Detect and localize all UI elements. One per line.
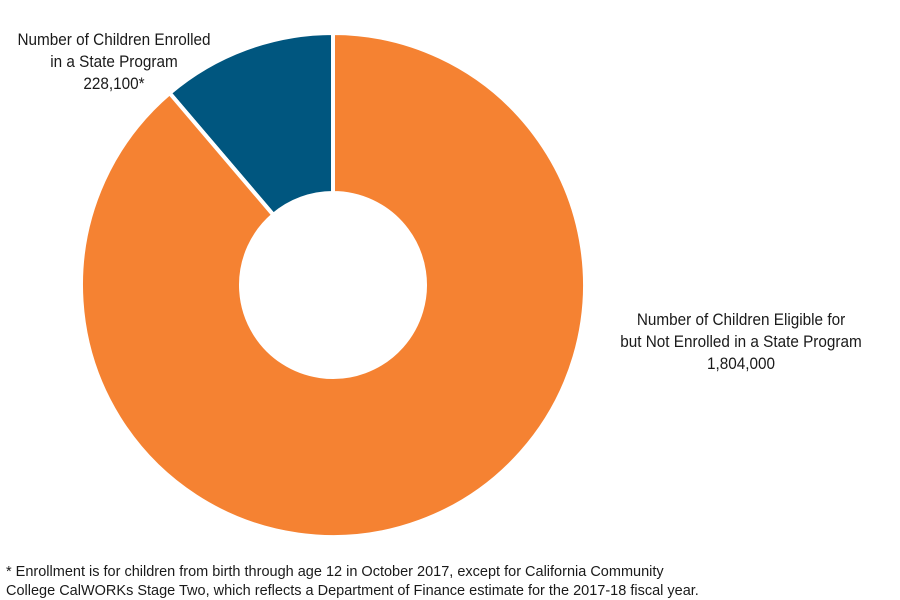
enrolled-slice <box>166 30 335 218</box>
footnote: * Enrollment is for children from birth … <box>6 563 896 600</box>
footnote-line-2: College CalWORKs Stage Two, which reflec… <box>6 583 699 599</box>
eligible-label-line-1: Number of Children Eligible for <box>636 310 846 329</box>
enrolled-label-line-2: in a State Program <box>50 52 178 71</box>
enrolled-slice-label: Number of Children Enrolled in a State P… <box>11 29 216 95</box>
footnote-line-1: * Enrollment is for children from birth … <box>6 564 664 580</box>
eligible_not_enrolled-slice <box>79 30 587 539</box>
enrolled-value-label: 228,100* <box>83 74 145 93</box>
eligible-label-line-2: but Not Enrolled in a State Program <box>620 332 862 351</box>
eligible-slice-label: Number of Children Eligible for but Not … <box>611 309 872 375</box>
enrolled-label-line-1: Number of Children Enrolled <box>17 30 211 49</box>
eligible-value-label: 1,804,000 <box>706 354 776 373</box>
